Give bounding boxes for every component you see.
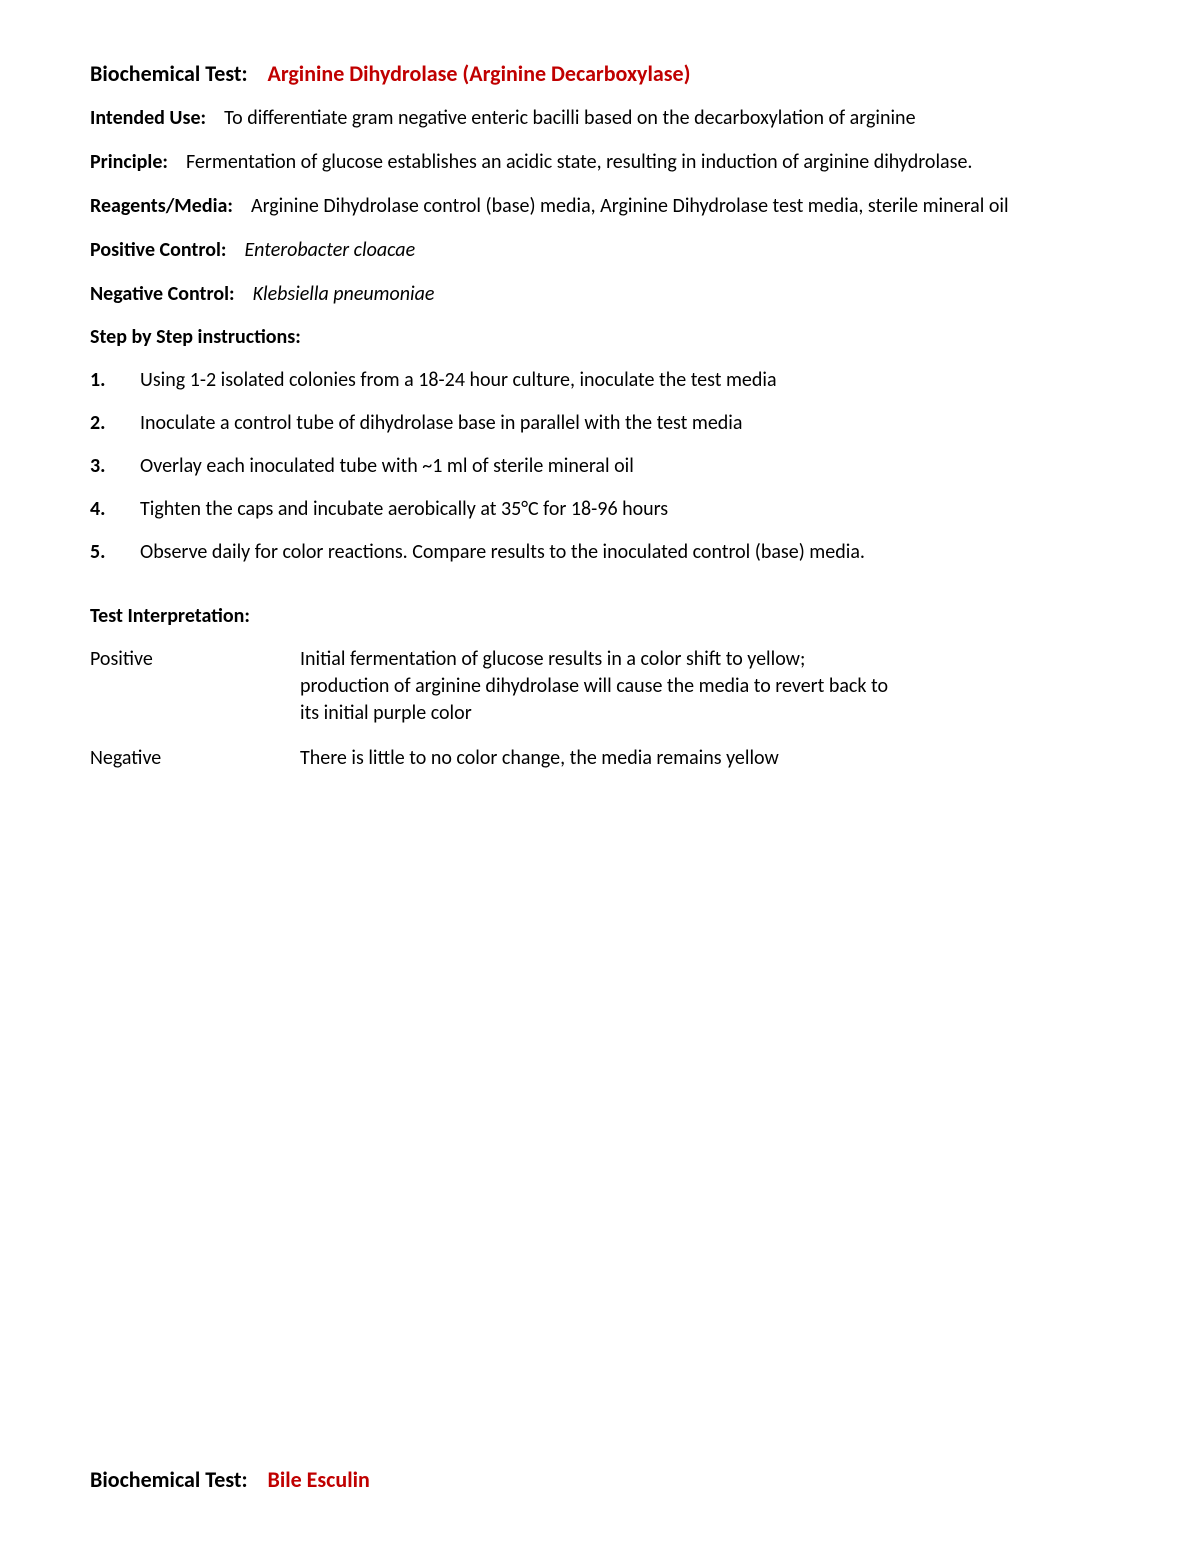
document-page: Biochemical Test: Arginine Dihydrolase (…	[0, 0, 1200, 1553]
heading-label: Biochemical Test:	[90, 60, 248, 87]
step-text: Overlay each inoculated tube with ~1 ml …	[140, 453, 1110, 480]
field-value: To differentiate gram negative enteric b…	[224, 106, 915, 130]
field-intended-use: Intended Use: To differentiate gram nega…	[90, 105, 1110, 131]
step-number: 3.	[90, 453, 140, 480]
heading-label: Biochemical Test:	[90, 1466, 248, 1493]
field-positive-control: Positive Control: Enterobacter cloacae	[90, 237, 1110, 263]
field-value: Enterobacter cloacae	[245, 238, 416, 262]
interpretation-label: Positive	[90, 646, 300, 727]
step-text: Inoculate a control tube of dihydrolase …	[140, 410, 1110, 437]
field-reagents: Reagents/Media: Arginine Dihydrolase con…	[90, 193, 1110, 219]
field-value: Fermentation of glucose establishes an a…	[186, 150, 972, 174]
step-item: 2. Inoculate a control tube of dihydrola…	[90, 410, 1110, 437]
test-name: Arginine Dihydrolase (Arginine Decarboxy…	[267, 60, 690, 87]
interpretation-header: Test Interpretation:	[90, 604, 1110, 628]
test-name: Bile Esculin	[267, 1466, 369, 1493]
interpretation-text: There is little to no color change, the …	[300, 745, 1110, 772]
field-value: Klebsiella pneumoniae	[253, 282, 435, 306]
step-number: 4.	[90, 496, 140, 523]
interpretation-text: Initial fermentation of glucose results …	[300, 646, 1110, 727]
interpretation-row: Negative There is little to no color cha…	[90, 745, 1110, 772]
main-heading: Biochemical Test: Arginine Dihydrolase (…	[90, 60, 1110, 87]
field-value: Arginine Dihydrolase control (base) medi…	[251, 194, 1009, 218]
field-negative-control: Negative Control: Klebsiella pneumoniae	[90, 281, 1110, 307]
interpretation-row: Positive Initial fermentation of glucose…	[90, 646, 1110, 727]
step-text: Using 1-2 isolated colonies from a 18-24…	[140, 367, 1110, 394]
field-label: Principle:	[90, 150, 168, 174]
field-principle: Principle: Fermentation of glucose estab…	[90, 149, 1110, 175]
step-item: 4. Tighten the caps and incubate aerobic…	[90, 496, 1110, 523]
steps-header: Step by Step instructions:	[90, 325, 1110, 349]
step-number: 5.	[90, 539, 140, 566]
field-label: Reagents/Media:	[90, 194, 233, 218]
step-text: Tighten the caps and incubate aerobicall…	[140, 496, 1110, 523]
step-item: 1. Using 1-2 isolated colonies from a 18…	[90, 367, 1110, 394]
step-item: 3. Overlay each inoculated tube with ~1 …	[90, 453, 1110, 480]
step-text: Observe daily for color reactions. Compa…	[140, 539, 1110, 566]
interpretation-label: Negative	[90, 745, 300, 772]
field-label: Intended Use:	[90, 106, 206, 130]
field-label: Negative Control:	[90, 282, 235, 306]
step-item: 5. Observe daily for color reactions. Co…	[90, 539, 1110, 566]
step-number: 1.	[90, 367, 140, 394]
footer-heading: Biochemical Test: Bile Esculin	[90, 1466, 370, 1493]
field-label: Positive Control:	[90, 238, 226, 262]
step-number: 2.	[90, 410, 140, 437]
